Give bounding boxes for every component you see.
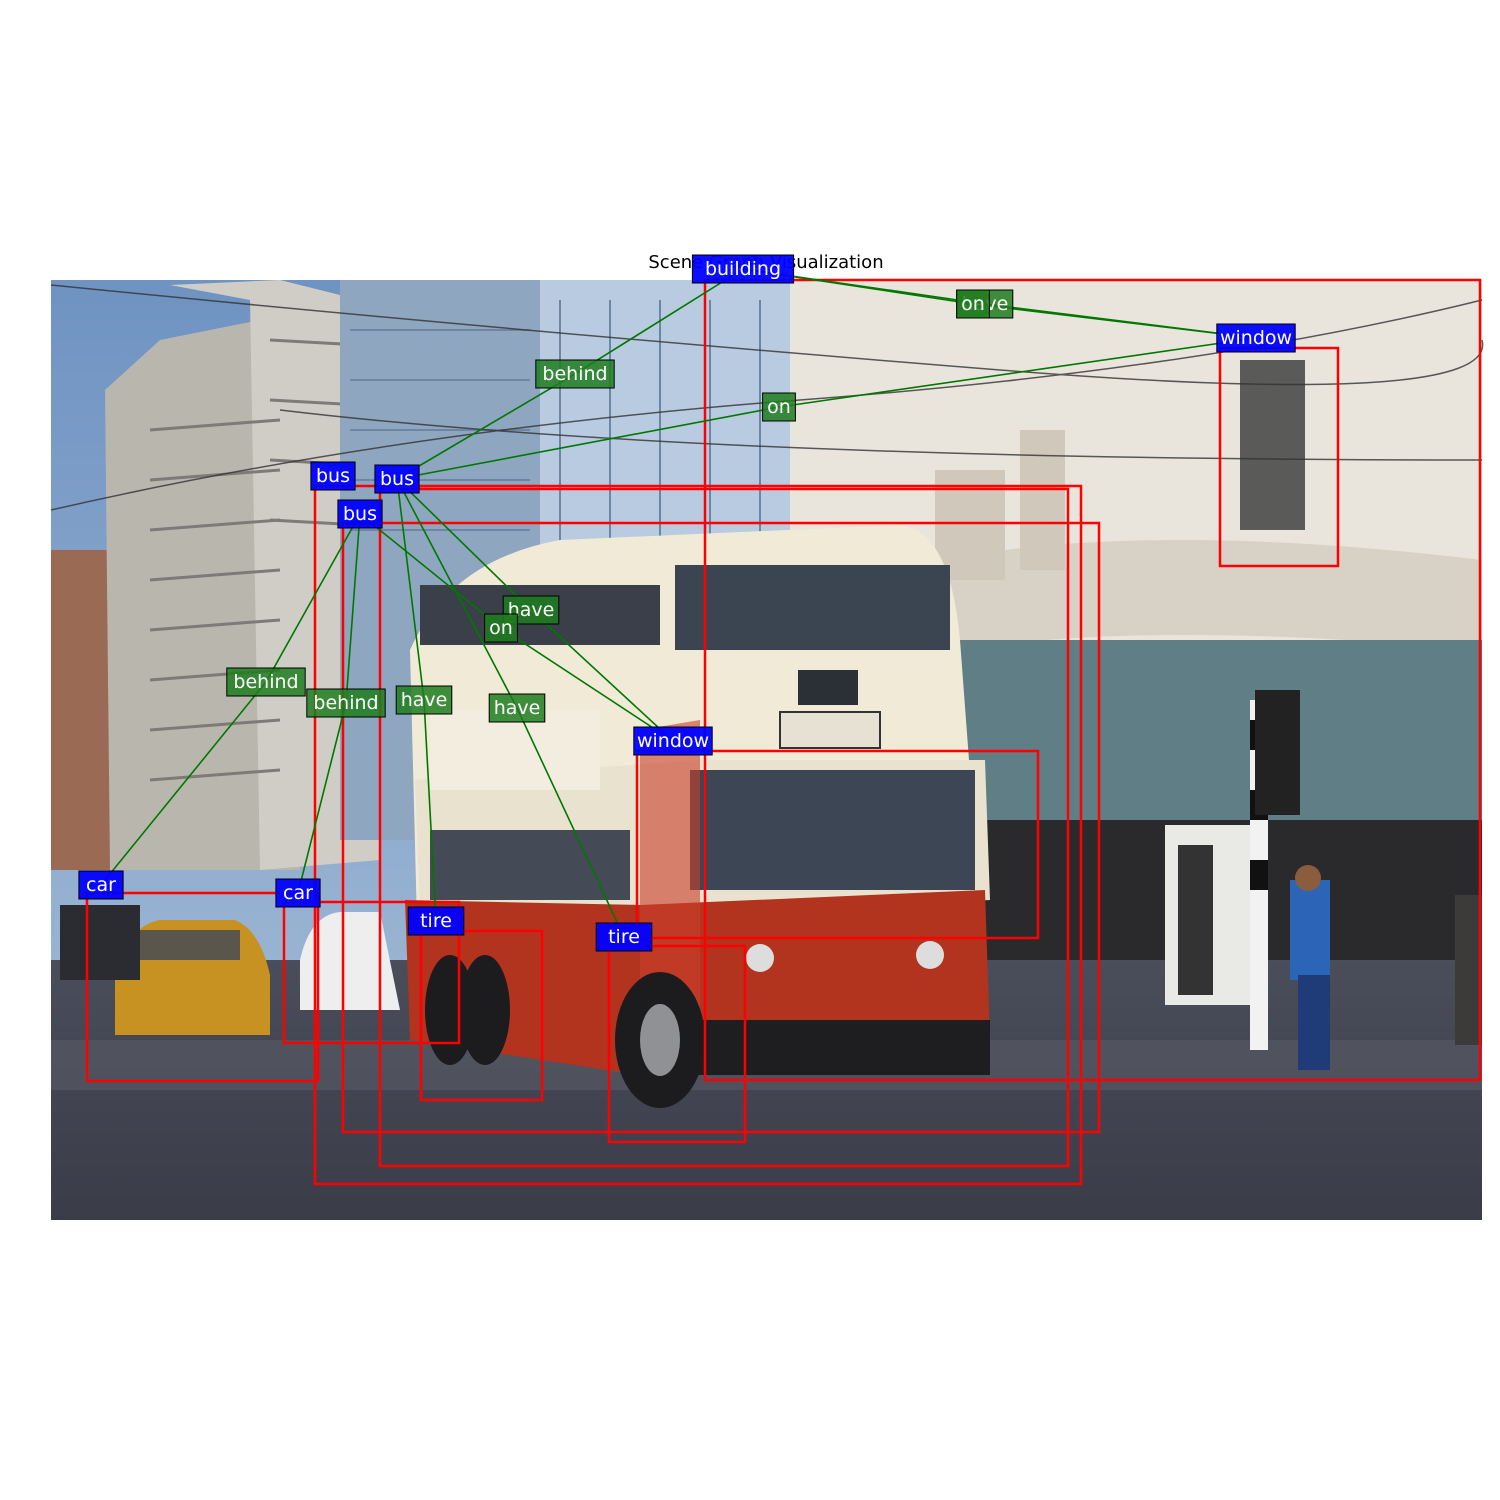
relation-label-behind: behind [226, 667, 306, 697]
object-label-bus-bg [337, 499, 383, 529]
relation-label-on-bg [484, 613, 518, 643]
object-label-car-text: car [86, 874, 116, 896]
relation-label-on: on [484, 613, 518, 643]
relation-label-behind: behind [535, 359, 615, 389]
object-label-bus-text: bus [316, 465, 350, 487]
relation-label-have: have [488, 693, 546, 723]
relation-label-on-bg [762, 392, 796, 422]
object-label-window: window [633, 726, 713, 756]
object-label-bus: bus [337, 499, 383, 529]
bbox-bus_2 [378, 487, 1070, 1168]
object-label-bus-bg [310, 461, 356, 491]
relation-label-on-text: on [767, 396, 791, 418]
object-label-car: car [78, 870, 124, 900]
trolleybus [405, 525, 990, 1108]
object-label-building-bg [691, 254, 795, 284]
object-label-building-text: building [705, 258, 781, 280]
relation-label-have-text: have [494, 697, 541, 719]
relation-label-behind-text: behind [233, 671, 298, 693]
bbox-tire_2 [607, 944, 747, 1144]
object-label-tire-text: tire [420, 910, 452, 932]
traffic-light [1255, 690, 1300, 815]
object-label-tire: tire [595, 922, 653, 952]
object-label-window-text: window [1220, 327, 1292, 349]
relation-label-have-text: have [401, 689, 448, 711]
relation-label-on-text: on [489, 617, 513, 639]
object-label-window-bg [633, 726, 713, 756]
bbox-tire_1 [419, 929, 544, 1102]
relation-label-on: on [956, 289, 990, 319]
bbox-car_mid [282, 900, 461, 1045]
object-label-tire-bg [595, 922, 653, 952]
object-label-car-text: car [283, 882, 313, 904]
relation-label-behind-text: behind [542, 363, 607, 385]
object-label-car-bg [78, 870, 124, 900]
object-label-car: car [275, 878, 321, 908]
object-label-tire: tire [407, 906, 465, 936]
object-label-bus-text: bus [380, 468, 414, 490]
relation-label-have-bg [395, 685, 453, 715]
relation-label-have-bg [488, 693, 546, 723]
relation-label-on: on [762, 392, 796, 422]
bbox-window_front [635, 749, 1040, 940]
object-label-bus-bg [374, 464, 420, 494]
relation-label-behind-bg [535, 359, 615, 389]
bbox-car_left [85, 891, 320, 1083]
relation-label-on-text: on [961, 293, 985, 315]
left-building [105, 320, 300, 870]
relation-label-on-bg [956, 289, 990, 319]
object-label-car-bg [275, 878, 321, 908]
object-label-bus-text: bus [343, 503, 377, 525]
relation-label-behind-bg [226, 667, 306, 697]
object-label-bus: bus [310, 461, 356, 491]
object-label-building: building [691, 254, 795, 284]
bbox-building [703, 278, 1482, 1082]
relation-label-have-text: have [508, 599, 555, 621]
white-car [300, 912, 400, 1010]
object-label-window: window [1216, 323, 1296, 353]
bbox-bus_3 [341, 521, 1101, 1134]
relation-label-behind: behind [306, 688, 386, 718]
object-label-tire-bg [407, 906, 465, 936]
relation-label-behind-bg [306, 688, 386, 718]
relation-label-behind-text: behind [313, 692, 378, 714]
bbox-bus_1 [313, 484, 1083, 1186]
object-label-bus: bus [374, 464, 420, 494]
relation-label-have: have [395, 685, 453, 715]
object-label-window-text: window [637, 730, 709, 752]
object-label-tire-text: tire [608, 926, 640, 948]
object-label-window-bg [1216, 323, 1296, 353]
street-photo [50, 280, 1484, 1220]
